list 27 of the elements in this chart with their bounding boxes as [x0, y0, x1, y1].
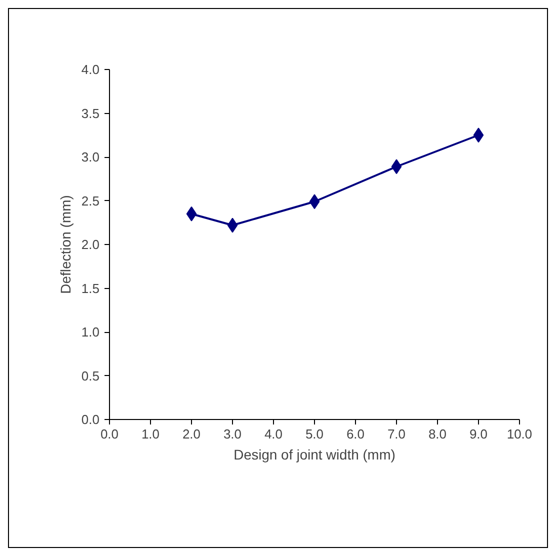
x-tick-label: 1.0 — [141, 426, 160, 442]
y-tick-label: 1.5 — [81, 280, 100, 296]
y-tick-label: 2.0 — [81, 237, 100, 252]
point — [391, 159, 402, 174]
x-axis-title: Design of joint width (mm) — [234, 446, 396, 462]
x-tick-label: 8.0 — [428, 426, 447, 442]
y-tick-label: 3.5 — [81, 106, 100, 121]
point — [473, 128, 484, 143]
x-tick-label: 10.0 — [506, 426, 532, 442]
y-axis-title: Deflection (mm) — [57, 195, 74, 294]
point — [227, 218, 238, 233]
x-tick-label: 2.0 — [182, 426, 201, 442]
y-tick-label: 4.0 — [81, 62, 100, 77]
x-tick-label: 3.0 — [223, 426, 242, 442]
point — [186, 206, 197, 222]
y-tick-label: 2.5 — [81, 193, 100, 208]
point — [309, 194, 320, 210]
x-tick-label: 5.0 — [305, 426, 324, 442]
x-tick-label: 0.0 — [100, 426, 119, 442]
y-tick-label: 0.0 — [81, 412, 100, 427]
x-tick-label: 9.0 — [469, 426, 488, 442]
y-tick-label: 0.5 — [81, 368, 100, 384]
y-tick-label: 1.0 — [81, 324, 100, 340]
x-tick-label: 6.0 — [346, 426, 365, 442]
x-tick-label: 7.0 — [387, 426, 406, 442]
x-tick-label: 4.0 — [264, 426, 283, 442]
y-tick-label: 3.0 — [81, 150, 100, 164]
